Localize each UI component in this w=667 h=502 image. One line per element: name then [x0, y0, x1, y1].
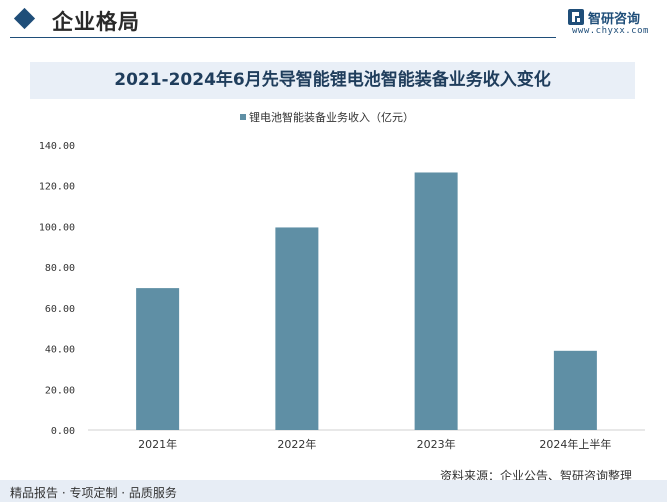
x-tick-label: 2022年	[277, 437, 316, 451]
footer-tagline: 精品报告 · 专项定制 · 品质服务	[10, 486, 177, 500]
bar	[275, 227, 319, 430]
y-tick-label: 80.00	[45, 263, 75, 274]
brand-logo[interactable]: 智研咨询 www.chyxx.com	[568, 8, 660, 38]
y-tick-label: 0.00	[51, 426, 75, 437]
y-tick-label: 100.00	[39, 222, 75, 233]
legend-swatch	[240, 114, 246, 120]
y-tick-label: 140.00	[39, 141, 75, 152]
title-banner: 2021-2024年6月先导智能锂电池智能装备业务收入变化	[30, 62, 635, 99]
section-title: 企业格局	[52, 10, 140, 34]
y-tick-label: 120.00	[39, 182, 75, 193]
header-divider	[10, 37, 556, 38]
y-tick-label: 20.00	[45, 385, 75, 396]
chart-title: 2021-2024年6月先导智能锂电池智能装备业务收入变化	[114, 70, 551, 90]
logo-icon	[568, 9, 584, 25]
bar	[553, 350, 597, 430]
legend-label: 锂电池智能装备业务收入（亿元）	[249, 110, 414, 124]
x-tick-label: 2023年	[417, 437, 456, 451]
source-note: 资料来源：企业公告、智研咨询整理	[440, 469, 633, 483]
bar	[136, 288, 180, 430]
x-tick-label: 2021年	[138, 437, 177, 451]
footer-bar	[0, 480, 667, 502]
logo-url: www.chyxx.com	[572, 26, 649, 36]
y-tick-label: 60.00	[45, 304, 75, 315]
header: 企业格局 智研咨询 www.chyxx.com	[0, 0, 667, 44]
x-tick-label: 2024年上半年	[539, 437, 611, 451]
y-tick-label: 40.00	[45, 345, 75, 356]
bar	[414, 172, 458, 430]
logo-name: 智研咨询	[588, 12, 641, 27]
